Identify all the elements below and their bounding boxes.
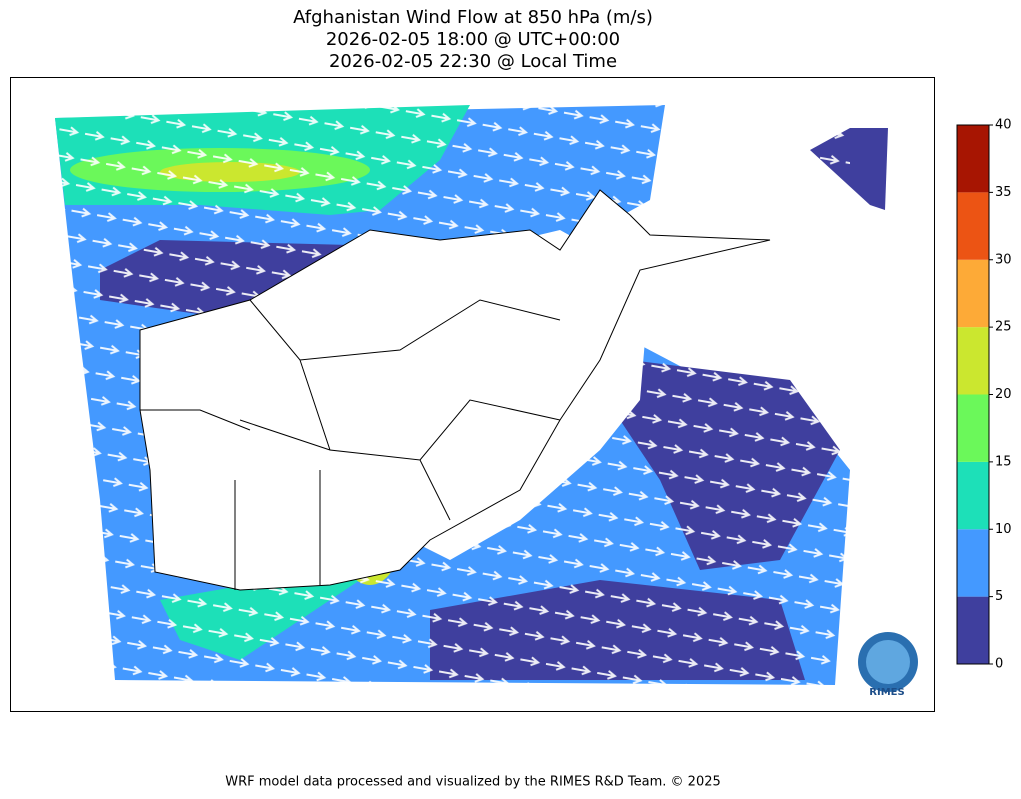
colorbar-tick-label: 15 bbox=[995, 454, 1012, 469]
logo-circle bbox=[866, 640, 910, 684]
colorbar-tick-label: 20 bbox=[995, 387, 1012, 402]
colorbar-tick-label: 25 bbox=[995, 320, 1012, 335]
map bbox=[50, 100, 888, 690]
colorbar-tick-label: 35 bbox=[995, 185, 1012, 200]
colorbar-segment bbox=[957, 192, 989, 260]
colorbar-tick-label: 30 bbox=[995, 252, 1012, 267]
title-line: 2026-02-05 22:30 @ Local Time bbox=[329, 51, 617, 72]
colorbar-segment bbox=[957, 327, 989, 395]
colorbar-tick-label: 0 bbox=[995, 657, 1003, 672]
colorbar-tick-label: 5 bbox=[995, 589, 1003, 604]
colorbar: 0 5 10 15 20 25 30 35 40 bbox=[956, 118, 1012, 672]
footer: WRF model data processed and visualized … bbox=[225, 775, 721, 790]
logo: RIMES bbox=[858, 632, 918, 698]
colorbar-segment bbox=[957, 125, 989, 193]
colorbar-segment bbox=[957, 529, 989, 597]
colorbar-segment bbox=[957, 596, 989, 664]
colorbar-tick-label: 40 bbox=[995, 118, 1012, 133]
colorbar-tick-label: 10 bbox=[995, 522, 1012, 537]
colorbar-segment bbox=[957, 461, 989, 530]
colorbar-segment bbox=[957, 394, 989, 462]
afghanistan-outline bbox=[139, 189, 771, 591]
province-borders bbox=[140, 299, 561, 590]
title-line: 2026-02-05 18:00 @ UTC+00:00 bbox=[326, 29, 620, 50]
title-line: Afghanistan Wind Flow at 850 hPa (m/s) bbox=[293, 7, 653, 28]
map-frame bbox=[10, 77, 935, 712]
colorbar-segment bbox=[957, 259, 989, 328]
logo-text: RIMES bbox=[869, 687, 904, 698]
